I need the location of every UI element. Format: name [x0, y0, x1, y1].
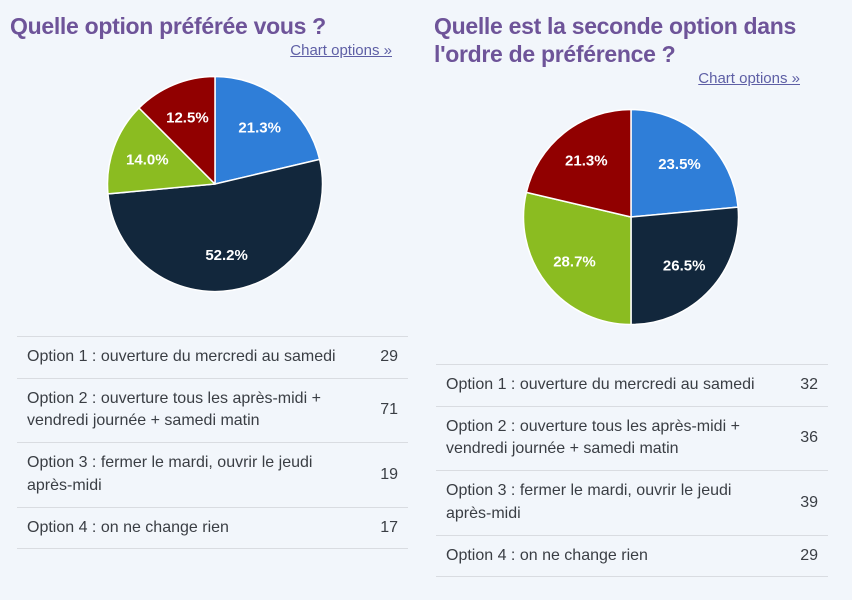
option-count: 29: [380, 348, 398, 366]
pie-slice[interactable]: [138, 75, 216, 185]
option-count: 71: [380, 401, 398, 419]
pie-slice[interactable]: [630, 108, 739, 218]
option-label: Option 3 : fermer le mardi, ouvrir le je…: [27, 454, 313, 494]
option-count: 29: [800, 546, 818, 564]
results-table-left: Option 1 : ouverture du mercredi au same…: [17, 336, 408, 550]
pie-chart-right: 23.5% 26.5% 28.7% 21.3%: [522, 108, 740, 326]
table-row: Option 4 : on ne change rien 29: [436, 534, 828, 577]
pie-slice[interactable]: [106, 107, 216, 195]
pie-percent-label: 52.2%: [205, 247, 248, 264]
option-label: Option 1 : ouverture du mercredi au same…: [446, 376, 755, 393]
option-count: 17: [380, 518, 398, 536]
table-row: Option 3 : fermer le mardi, ouvrir le je…: [17, 442, 408, 506]
option-label: Option 1 : ouverture du mercredi au same…: [27, 348, 336, 365]
pie-percent-label: 14.0%: [126, 152, 169, 169]
table-row: Option 1 : ouverture du mercredi au same…: [17, 336, 408, 378]
pie-percent-label: 26.5%: [663, 258, 706, 275]
chart-options-row-right: Chart options »: [434, 70, 800, 88]
results-table-right: Option 1 : ouverture du mercredi au same…: [436, 364, 828, 578]
pie-percent-label: 21.3%: [238, 120, 281, 137]
chart-options-row-left: Chart options »: [10, 42, 392, 60]
chart-header-right: Quelle est la seconde option dans l'ordr…: [434, 12, 826, 88]
table-row: Option 2 : ouverture tous les après-midi…: [17, 377, 408, 442]
chart-options-link-right[interactable]: Chart options »: [698, 70, 800, 88]
option-count: 19: [380, 465, 398, 483]
option-label: Option 3 : fermer le mardi, ouvrir le je…: [446, 482, 732, 522]
chart-header-left: Quelle option préférée vous ? Chart opti…: [10, 12, 392, 60]
option-label: Option 2 : ouverture tous les après-midi…: [27, 389, 321, 430]
option-count: 39: [800, 493, 818, 511]
table-row: Option 1 : ouverture du mercredi au same…: [436, 364, 828, 406]
table-row: Option 4 : on ne change rien 17: [17, 506, 408, 549]
pie-percent-label: 28.7%: [553, 254, 596, 271]
option-count: 36: [800, 429, 818, 447]
chart-title-right: Quelle est la seconde option dans l'ordr…: [434, 13, 797, 68]
pie-percent-label: 12.5%: [166, 110, 209, 127]
pie-slice[interactable]: [107, 158, 324, 293]
chart-options-link-left[interactable]: Chart options »: [290, 42, 392, 60]
option-label: Option 4 : on ne change rien: [27, 518, 229, 536]
option-label: Option 2 : ouverture tous les après-midi…: [446, 417, 740, 458]
table-row: Option 2 : ouverture tous les après-midi…: [436, 405, 828, 470]
pie-slice[interactable]: [522, 191, 632, 326]
table-row: Option 3 : fermer le mardi, ouvrir le je…: [436, 470, 828, 534]
option-label: Option 4 : on ne change rien: [446, 546, 648, 564]
pie-slice[interactable]: [214, 75, 321, 185]
pie-slice[interactable]: [630, 206, 740, 326]
chart-title-left: Quelle option préférée vous ?: [10, 13, 326, 39]
option-count: 32: [800, 376, 818, 394]
pie-slice[interactable]: [525, 108, 632, 218]
pie-percent-label: 21.3%: [565, 153, 608, 170]
pie-chart-left: 21.3% 52.2% 14.0% 12.5%: [106, 75, 324, 293]
pie-percent-label: 23.5%: [658, 156, 701, 173]
